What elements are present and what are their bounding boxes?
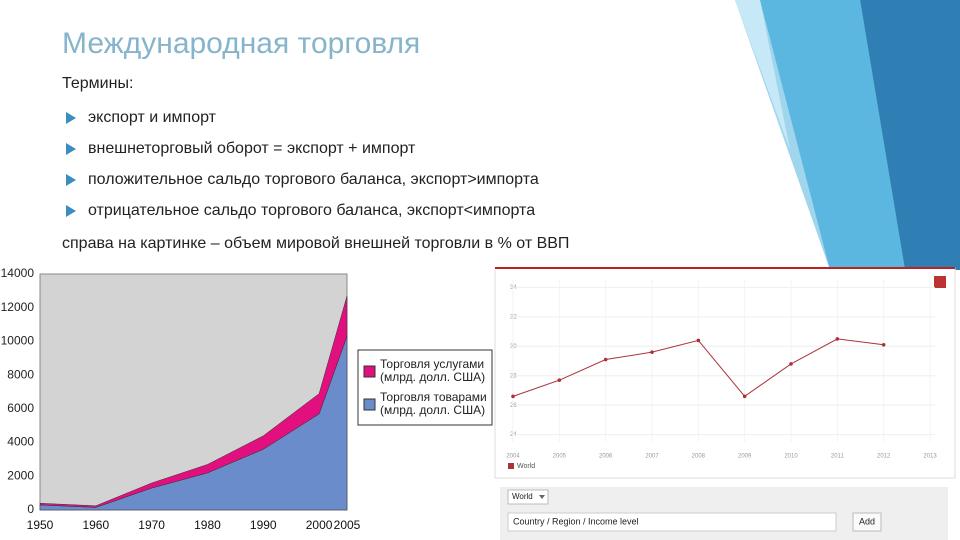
point	[881, 343, 886, 347]
point	[696, 338, 701, 343]
x-tick-label: 2004	[506, 454, 520, 460]
bullet-text: экспорт и импорт	[88, 109, 217, 126]
legend-box	[357, 349, 493, 426]
decor	[860, 0, 960, 270]
caption: справа на картинке – объем мировой внешн…	[62, 235, 569, 252]
legend-swatch	[363, 398, 376, 411]
legend-label: Торговля услугами (млрд. долл. США)	[380, 357, 486, 384]
y-tick-label: 0	[27, 502, 34, 516]
bullet-text: положительное сальдо торгового баланса, …	[88, 171, 539, 188]
point	[650, 350, 654, 354]
point	[835, 337, 840, 341]
x-tick-label: 2009	[738, 454, 752, 460]
subtitle: Термины:	[62, 75, 133, 92]
legend-swatch	[508, 463, 514, 469]
button-label: Add	[859, 516, 875, 526]
bullet-text: отрицательное сальдо торгового баланса, …	[88, 202, 535, 219]
x-tick-label: 2000	[306, 518, 333, 532]
x-tick-label: 2006	[599, 454, 613, 460]
x-tick-label: 1950	[27, 518, 54, 532]
point	[557, 378, 562, 382]
field-label: Country / Region / Income level	[513, 516, 639, 526]
y-tick-label: 8000	[7, 367, 34, 381]
x-tick-label: 2005	[553, 454, 567, 460]
x-tick-label: 1990	[250, 518, 277, 532]
y-tick-label: 26	[510, 403, 517, 409]
x-tick-label: 2008	[692, 454, 706, 460]
bullet-marker	[66, 143, 76, 155]
bullet-marker	[66, 205, 76, 217]
y-tick-label: 2000	[7, 468, 34, 482]
y-tick-label: 6000	[7, 401, 34, 415]
y-tick-label: 14000	[1, 266, 35, 280]
y-tick-label: 10000	[1, 334, 35, 348]
point	[742, 394, 747, 399]
point	[789, 362, 793, 366]
add-button[interactable]	[852, 512, 882, 532]
x-tick-label: 2010	[784, 454, 798, 460]
legend-label: World	[517, 463, 535, 470]
y-tick-label: 34	[510, 285, 517, 291]
point	[603, 357, 608, 362]
bullet-marker	[66, 112, 76, 124]
dropdown-arrow	[539, 495, 545, 499]
x-tick-label: 1980	[194, 518, 221, 532]
x-tick-label: 1970	[138, 518, 165, 532]
y-tick-label: 30	[510, 344, 517, 350]
y-tick-label: 24	[510, 432, 517, 438]
point	[511, 394, 515, 399]
area	[39, 295, 348, 508]
decor	[735, 0, 790, 150]
x-tick-label: 2005	[334, 518, 361, 532]
y-tick-label: 4000	[7, 435, 34, 449]
x-tick-label: 2012	[877, 454, 891, 460]
bullet-marker	[66, 174, 76, 186]
corner-icon	[934, 276, 946, 288]
dropdown[interactable]	[507, 489, 549, 505]
legend-label: Торговля товарами (млрд. долл. США)	[380, 390, 487, 417]
y-tick-label: 32	[510, 314, 517, 320]
title: Международная торговля	[62, 27, 420, 60]
legend-swatch	[363, 365, 376, 378]
x-tick-label: 2007	[645, 454, 659, 460]
bullet-text: внешнеторговый оборот = экспорт + импорт	[88, 140, 416, 157]
x-tick-label: 2011	[831, 454, 845, 460]
decor	[760, 0, 905, 270]
text-field[interactable]	[507, 512, 837, 532]
x-tick-label: 2013	[923, 454, 937, 460]
y-tick-label: 12000	[1, 300, 35, 314]
y-tick-label: 28	[510, 373, 517, 379]
dropdown-label: World	[512, 492, 533, 501]
x-tick-label: 1960	[82, 518, 109, 532]
